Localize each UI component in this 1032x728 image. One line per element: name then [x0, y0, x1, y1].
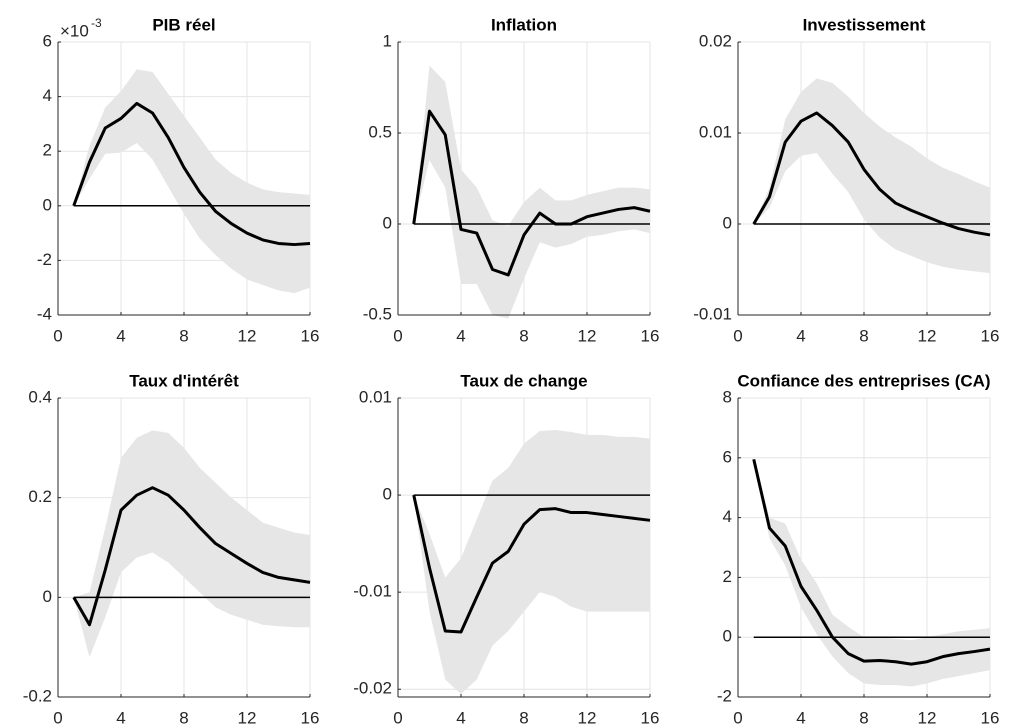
- x-tick-label: 4: [456, 326, 465, 345]
- x-tick-label: 16: [301, 708, 320, 727]
- y-tick-label: 0: [43, 195, 52, 214]
- x-tick-label: 4: [456, 708, 465, 727]
- y-tick-label: 2: [723, 567, 732, 586]
- x-tick-label: 0: [53, 708, 62, 727]
- subplot-title: Inflation: [491, 15, 557, 34]
- x-tick-label: 4: [796, 708, 805, 727]
- x-tick-label: 4: [796, 326, 805, 345]
- x-tick-label: 12: [578, 326, 597, 345]
- subplot-title: PIB réel: [152, 15, 215, 34]
- y-tick-label: 0.4: [28, 387, 52, 406]
- y-tick-label: 0.01: [699, 122, 732, 141]
- y-tick-label: 0.2: [28, 487, 52, 506]
- y-tick-label: 6: [723, 447, 732, 466]
- x-tick-label: 0: [393, 708, 402, 727]
- x-tick-label: 16: [981, 326, 1000, 345]
- y-tick-label: 0: [383, 485, 392, 504]
- y-tick-label: 4: [43, 86, 52, 105]
- y-tick-label: 0: [43, 587, 52, 606]
- x-tick-label: 0: [733, 708, 742, 727]
- confidence-band: [413, 65, 650, 319]
- irf-line: [752, 111, 991, 237]
- x-tick-label: 8: [859, 708, 868, 727]
- y-tick-label: 0: [723, 627, 732, 646]
- subplot-title: Investissement: [803, 15, 926, 34]
- x-tick-label: 16: [641, 326, 660, 345]
- y-tick-label: 6: [43, 31, 52, 50]
- x-tick-label: 12: [918, 708, 937, 727]
- confidence-band: [753, 459, 990, 687]
- subplot-title: Taux de change: [460, 371, 587, 390]
- subplot: 0 4 8 12 16 -0.02 -0.01 0 0.01 Taux de change: [353, 371, 659, 727]
- y-tick-label: 0.02: [699, 31, 732, 50]
- x-tick-label: 12: [578, 708, 597, 727]
- y-tick-label: -2: [717, 686, 732, 705]
- subplot: 0 4 8 12 16 -4 -2 0 2 4 6 PIB réel ×10 -3: [37, 15, 320, 345]
- confidence-band: [413, 430, 650, 695]
- x-tick-label: 16: [301, 326, 320, 345]
- irf-line: [72, 101, 311, 247]
- x-tick-label: 16: [641, 708, 660, 727]
- y-tick-label: 2: [43, 141, 52, 160]
- y-tick-label: 0.5: [368, 122, 392, 141]
- y-tick-label: -0.2: [23, 686, 52, 705]
- y-tick-label: 0: [723, 213, 732, 232]
- x-tick-label: 8: [519, 326, 528, 345]
- y-tick-label: -0.01: [353, 582, 392, 601]
- x-tick-label: 4: [116, 326, 125, 345]
- irf-line: [72, 486, 311, 627]
- y-tick-label: 0.01: [359, 387, 392, 406]
- y-tick-label: 0: [383, 213, 392, 232]
- irf-line: [412, 109, 651, 277]
- y-tick-label: 1: [383, 31, 392, 50]
- x-tick-label: 12: [238, 326, 257, 345]
- x-tick-label: 8: [519, 708, 528, 727]
- subplot-title: Confiance des entreprises (CA): [737, 371, 990, 390]
- y-tick-label: 4: [723, 507, 732, 526]
- subplot-title: Taux d'intérêt: [129, 371, 239, 390]
- y-multiplier-exponent: -3: [91, 16, 102, 30]
- y-tick-label: -4: [37, 304, 52, 323]
- x-tick-label: 8: [179, 326, 188, 345]
- y-tick-label: -2: [37, 250, 52, 269]
- y-tick-label: -0.01: [693, 304, 732, 323]
- x-tick-label: 8: [859, 326, 868, 345]
- x-tick-label: 0: [53, 326, 62, 345]
- y-tick-label: -0.5: [363, 304, 392, 323]
- y-tick-label: -0.02: [353, 679, 392, 698]
- confidence-band: [73, 430, 310, 658]
- y-tick-label: 8: [723, 387, 732, 406]
- x-tick-label: 4: [116, 708, 125, 727]
- x-tick-label: 12: [918, 326, 937, 345]
- confidence-band: [753, 78, 990, 274]
- x-tick-label: 0: [393, 326, 402, 345]
- irf-line: [412, 494, 651, 634]
- x-tick-label: 16: [981, 708, 1000, 727]
- irf-line: [752, 458, 991, 666]
- x-tick-label: 8: [179, 708, 188, 727]
- x-tick-label: 0: [733, 326, 742, 345]
- y-multiplier-base: ×10: [60, 21, 89, 40]
- x-tick-label: 12: [238, 708, 257, 727]
